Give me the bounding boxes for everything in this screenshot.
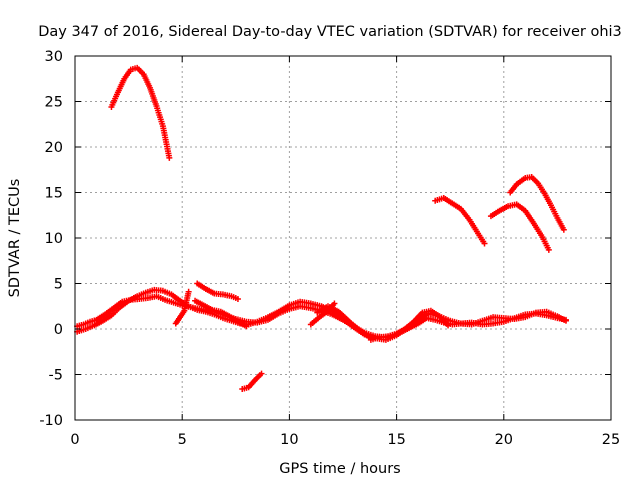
series-track-12 bbox=[367, 307, 452, 343]
series-track-01 bbox=[108, 64, 173, 161]
x-tick-label: 25 bbox=[602, 432, 620, 448]
data-point bbox=[185, 288, 192, 295]
data-point bbox=[234, 295, 241, 302]
grid-lines bbox=[75, 56, 611, 420]
data-point bbox=[545, 246, 552, 253]
y-axis-label: SDTVAR / TECUs bbox=[7, 179, 23, 298]
y-tick-label: 5 bbox=[54, 277, 63, 293]
series-track-05 bbox=[507, 174, 567, 233]
data-points bbox=[74, 64, 569, 393]
y-tick-label: 25 bbox=[45, 95, 63, 111]
y-tick-label: 10 bbox=[45, 231, 63, 247]
data-point bbox=[560, 226, 567, 233]
y-tick-label: 15 bbox=[45, 186, 63, 202]
tick-marks bbox=[74, 55, 612, 421]
data-point bbox=[166, 154, 173, 161]
y-tick-label: 0 bbox=[54, 322, 63, 338]
series-track-09 bbox=[192, 297, 250, 330]
x-tick-labels: 0 5 10 15 20 25 bbox=[70, 432, 620, 448]
y-tick-label: 30 bbox=[45, 49, 63, 65]
chart-title: Day 347 of 2016, Sidereal Day-to-day VTE… bbox=[38, 24, 622, 40]
x-tick-label: 10 bbox=[280, 432, 298, 448]
series-track-08 bbox=[194, 280, 241, 302]
data-point bbox=[258, 370, 265, 377]
data-point bbox=[481, 240, 488, 247]
data-point bbox=[445, 322, 452, 329]
data-point bbox=[243, 323, 250, 330]
y-tick-label: -10 bbox=[39, 413, 63, 429]
y-tick-label: 20 bbox=[45, 140, 63, 156]
y-tick-labels: -10 -5 0 5 10 15 20 25 30 bbox=[39, 49, 63, 429]
x-axis-label: GPS time / hours bbox=[279, 461, 400, 477]
series-track-02 bbox=[239, 370, 265, 393]
x-tick-label: 20 bbox=[495, 432, 513, 448]
x-tick-label: 5 bbox=[178, 432, 187, 448]
series-track-04 bbox=[487, 201, 552, 253]
series-track-11 bbox=[307, 300, 338, 328]
x-tick-label: 0 bbox=[70, 432, 79, 448]
data-point bbox=[562, 317, 569, 324]
y-tick-label: -5 bbox=[49, 368, 63, 384]
series-track-13 bbox=[172, 288, 192, 327]
series-track-03 bbox=[432, 194, 488, 247]
x-tick-label: 15 bbox=[387, 432, 405, 448]
data-point bbox=[331, 300, 338, 307]
